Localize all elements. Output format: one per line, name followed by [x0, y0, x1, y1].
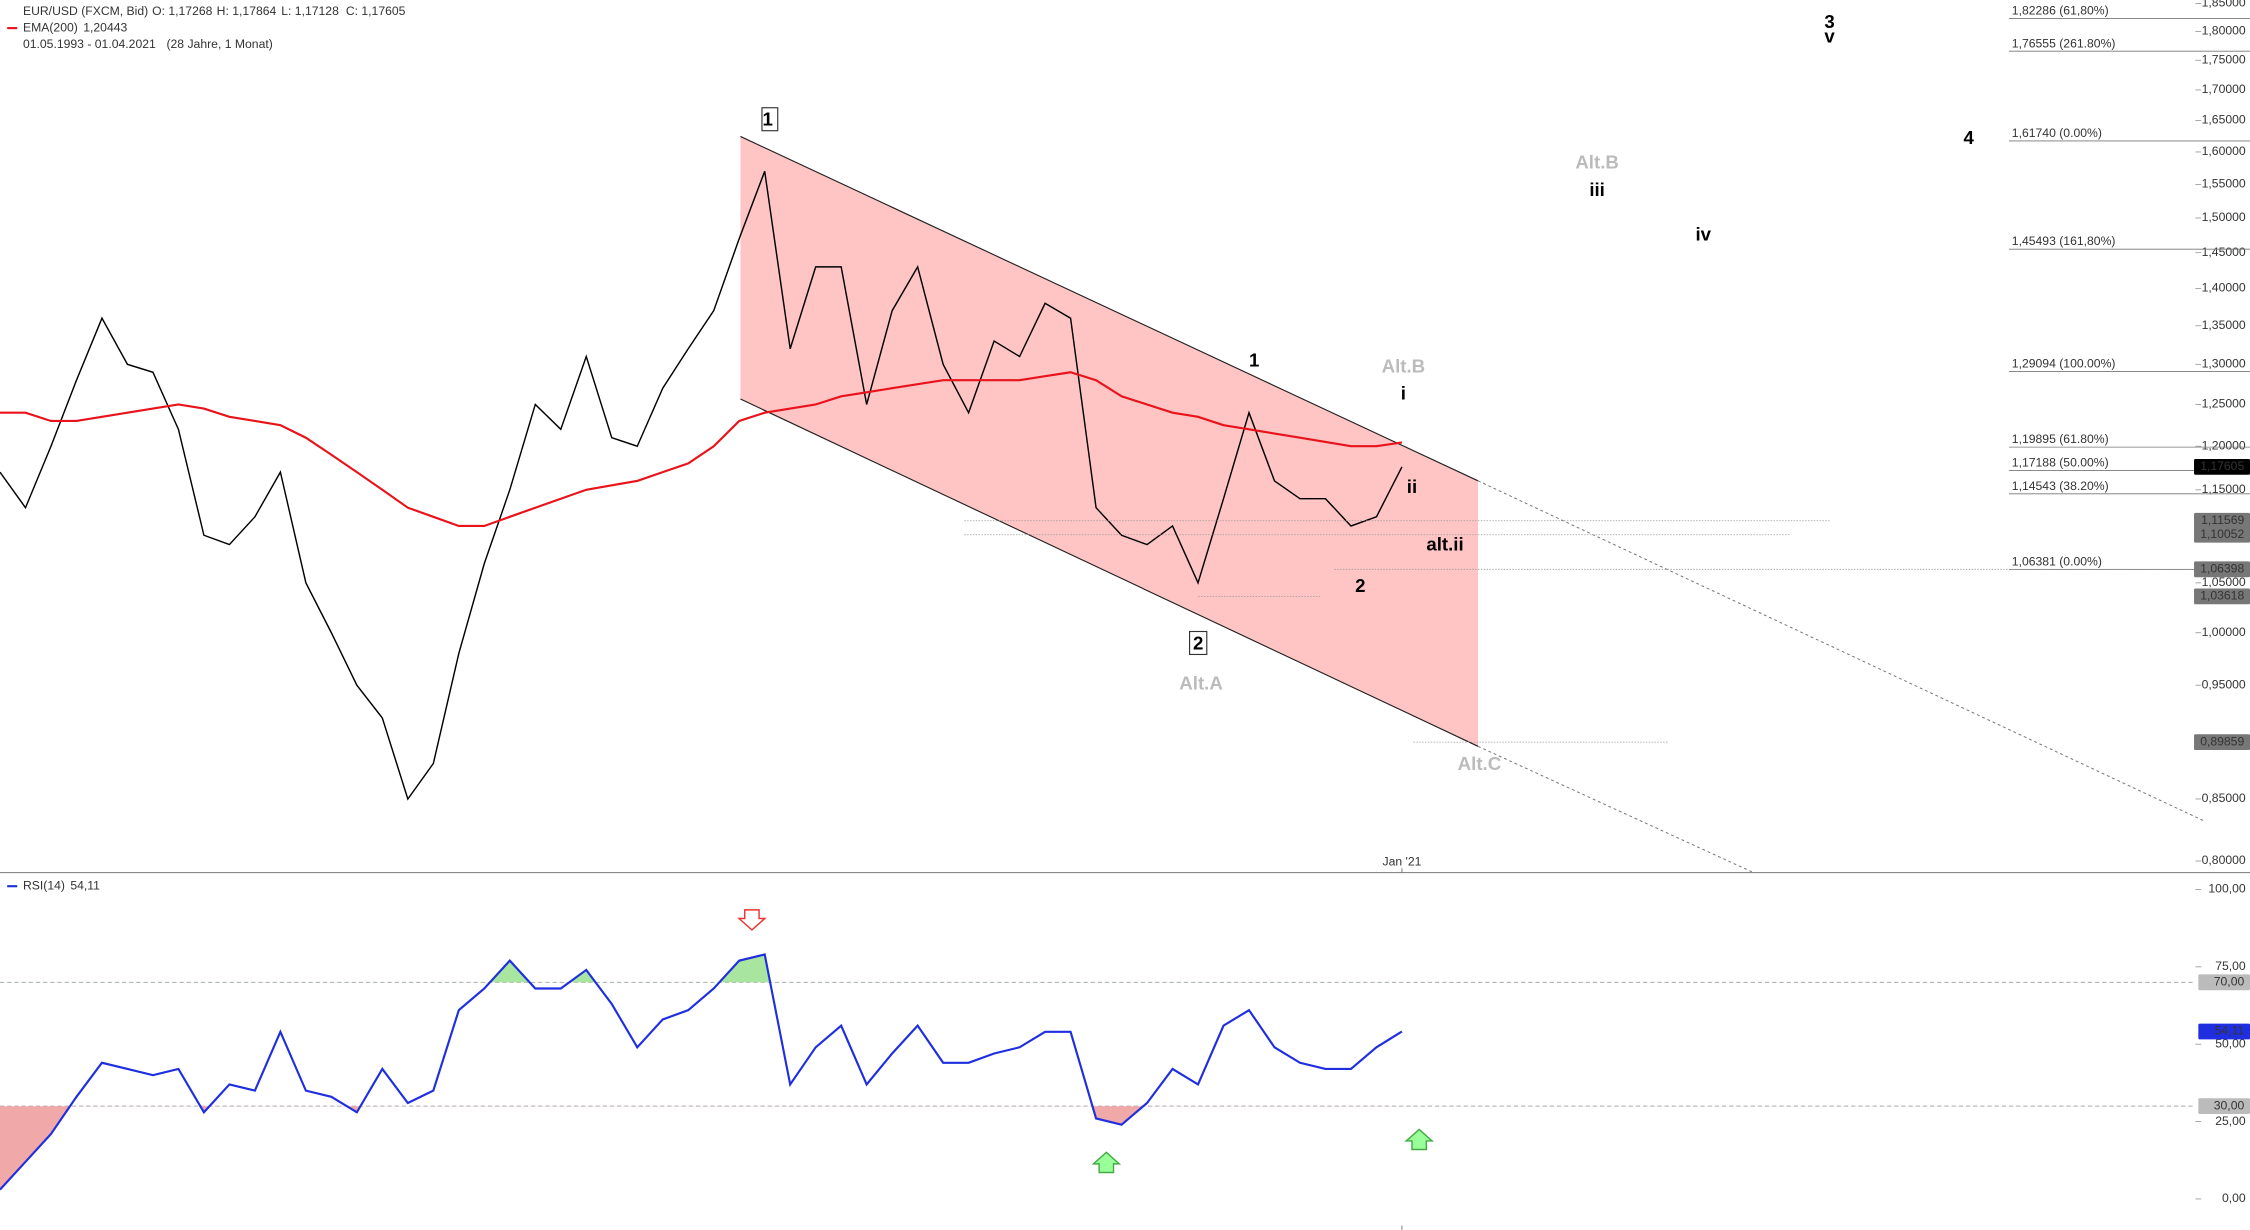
wave-label: 1	[1249, 350, 1259, 371]
y-tick-label: 0,00	[2222, 1191, 2246, 1205]
channel-line	[740, 135, 1479, 482]
y-tick-label: 0,80000	[2202, 853, 2246, 867]
y-tick-label: 1,40000	[2202, 281, 2246, 295]
y-tick-label: 1,55000	[2202, 177, 2246, 191]
wave-label: iv	[1696, 223, 1712, 244]
price-tag	[2194, 588, 2250, 605]
wave-label: 2	[1355, 575, 1365, 596]
wave-label: alt.ii	[1426, 533, 1463, 554]
y-tick-label: 0,95000	[2202, 677, 2246, 691]
price-tag	[2194, 526, 2250, 543]
y-tick-label: 1,00000	[2202, 625, 2246, 639]
wave-label: 4	[1964, 127, 1975, 148]
fib-label: 1,61740 (0.00%)	[2012, 126, 2102, 140]
price-tag-label: 1,11569	[2201, 513, 2244, 527]
price-tag	[2194, 734, 2250, 751]
fib-label: 1,06381 (0.00%)	[2012, 555, 2102, 569]
ohlc-value: C: 1,17605	[346, 4, 406, 18]
y-tick-label: 1,05000	[2202, 575, 2246, 589]
wave-label: i	[1401, 383, 1406, 404]
y-tick-label: 1,15000	[2202, 482, 2246, 496]
fib-label: 1,82286 (61,80%)	[2012, 4, 2109, 18]
fib-label: 1,45493 (161,80%)	[2012, 234, 2116, 248]
y-tick-label: 1,85000	[2202, 0, 2246, 10]
wave-label: 2	[1193, 632, 1203, 653]
price-tag-label: 1,17605	[2200, 459, 2244, 473]
price-tag-label: 70,00	[2214, 975, 2245, 989]
y-tick-label: 1,20000	[2202, 438, 2246, 452]
y-tick-label: 1,60000	[2202, 144, 2246, 158]
y-tick-label: 50,00	[2215, 1036, 2246, 1050]
wave-label: Alt.A	[1179, 673, 1223, 694]
wave-box	[1188, 630, 1208, 656]
price-tag	[2198, 1098, 2250, 1114]
y-tick-label: 1,70000	[2202, 82, 2246, 96]
fib-label: 1,29094 (100.00%)	[2012, 357, 2116, 371]
ohlc-value: H: 1,17864	[217, 4, 277, 18]
y-tick-label: 1,65000	[2202, 113, 2246, 127]
price-tag-label: 54,11	[2215, 1024, 2245, 1038]
sell-arrow	[737, 909, 767, 931]
y-tick-label: 100,00	[2208, 882, 2245, 896]
wave-label: ii	[1407, 476, 1417, 497]
wave-label: Alt.C	[1458, 753, 1501, 774]
y-tick-label: 1,50000	[2202, 210, 2246, 224]
price-tag	[2194, 512, 2250, 529]
x-tick-label: Jan '21	[1382, 855, 1421, 869]
price-tag-label: 1,06398	[2200, 562, 2244, 576]
ohlc-value: O: 1,17268	[152, 4, 213, 18]
price-tag	[2198, 974, 2250, 991]
fib-label: 1,14543 (38.20%)	[2012, 479, 2109, 493]
price-tag	[2198, 1023, 2250, 1040]
channel-line	[740, 398, 1479, 747]
wave-label: Alt.B	[1575, 152, 1619, 173]
wave-box	[761, 107, 779, 132]
y-tick-label: 1,45000	[2202, 245, 2246, 259]
legend-label: RSI(14)	[23, 878, 65, 892]
price-tag-label: 30,00	[2214, 1098, 2245, 1112]
wave-label: Alt.B	[1382, 355, 1426, 376]
wave-label: 3	[1824, 11, 1834, 32]
legend-value: 54,11	[70, 878, 100, 892]
y-tick-label: 25,00	[2215, 1114, 2246, 1128]
y-tick-label: 1,35000	[2202, 318, 2246, 332]
date-range-note: (28 Jahre, 1 Monat)	[166, 37, 272, 51]
price-tag	[2194, 458, 2250, 475]
channel-extension	[1477, 745, 1754, 874]
y-tick-label: 1,75000	[2202, 53, 2246, 67]
series-line	[0, 171, 1403, 801]
channel-extension	[1477, 480, 2205, 822]
channel	[740, 136, 1478, 747]
oversold-fill	[0, 1106, 1402, 1190]
buy-arrow	[1091, 1151, 1122, 1174]
y-tick-label: 1,80000	[2202, 24, 2246, 38]
date-range: 01.05.1993 - 01.04.2021	[23, 37, 156, 51]
y-tick-label: 1,30000	[2202, 357, 2246, 371]
price-tag	[2194, 561, 2250, 578]
series-line	[0, 953, 1403, 1191]
series-line	[0, 371, 1403, 528]
ohlc-value: L: 1,17128	[281, 4, 339, 18]
wave-label: 1	[763, 109, 773, 130]
instrument: EUR/USD (FXCM, Bid)	[23, 4, 148, 18]
fib-label: 1,19895 (61.80%)	[2012, 432, 2109, 446]
legend-value: 1,20443	[83, 20, 127, 34]
overbought-fill	[489, 954, 771, 983]
y-tick-label: 75,00	[2215, 959, 2246, 973]
price-tag-label: 1,03618	[2200, 589, 2244, 603]
legend-label: EMA(200)	[23, 20, 78, 34]
price-tag-label: 1,10052	[2200, 527, 2244, 541]
fib-label: 1,17188 (50.00%)	[2012, 456, 2109, 470]
price-tag-label: 0,89859	[2200, 734, 2244, 748]
wave-label: iii	[1589, 179, 1605, 200]
y-tick-label: 0,85000	[2202, 791, 2246, 805]
fib-label: 1,76555 (261.80%)	[2012, 36, 2116, 50]
wave-label: v	[1824, 25, 1835, 46]
y-tick-label: 1,25000	[2202, 397, 2246, 411]
buy-arrow	[1404, 1128, 1434, 1151]
